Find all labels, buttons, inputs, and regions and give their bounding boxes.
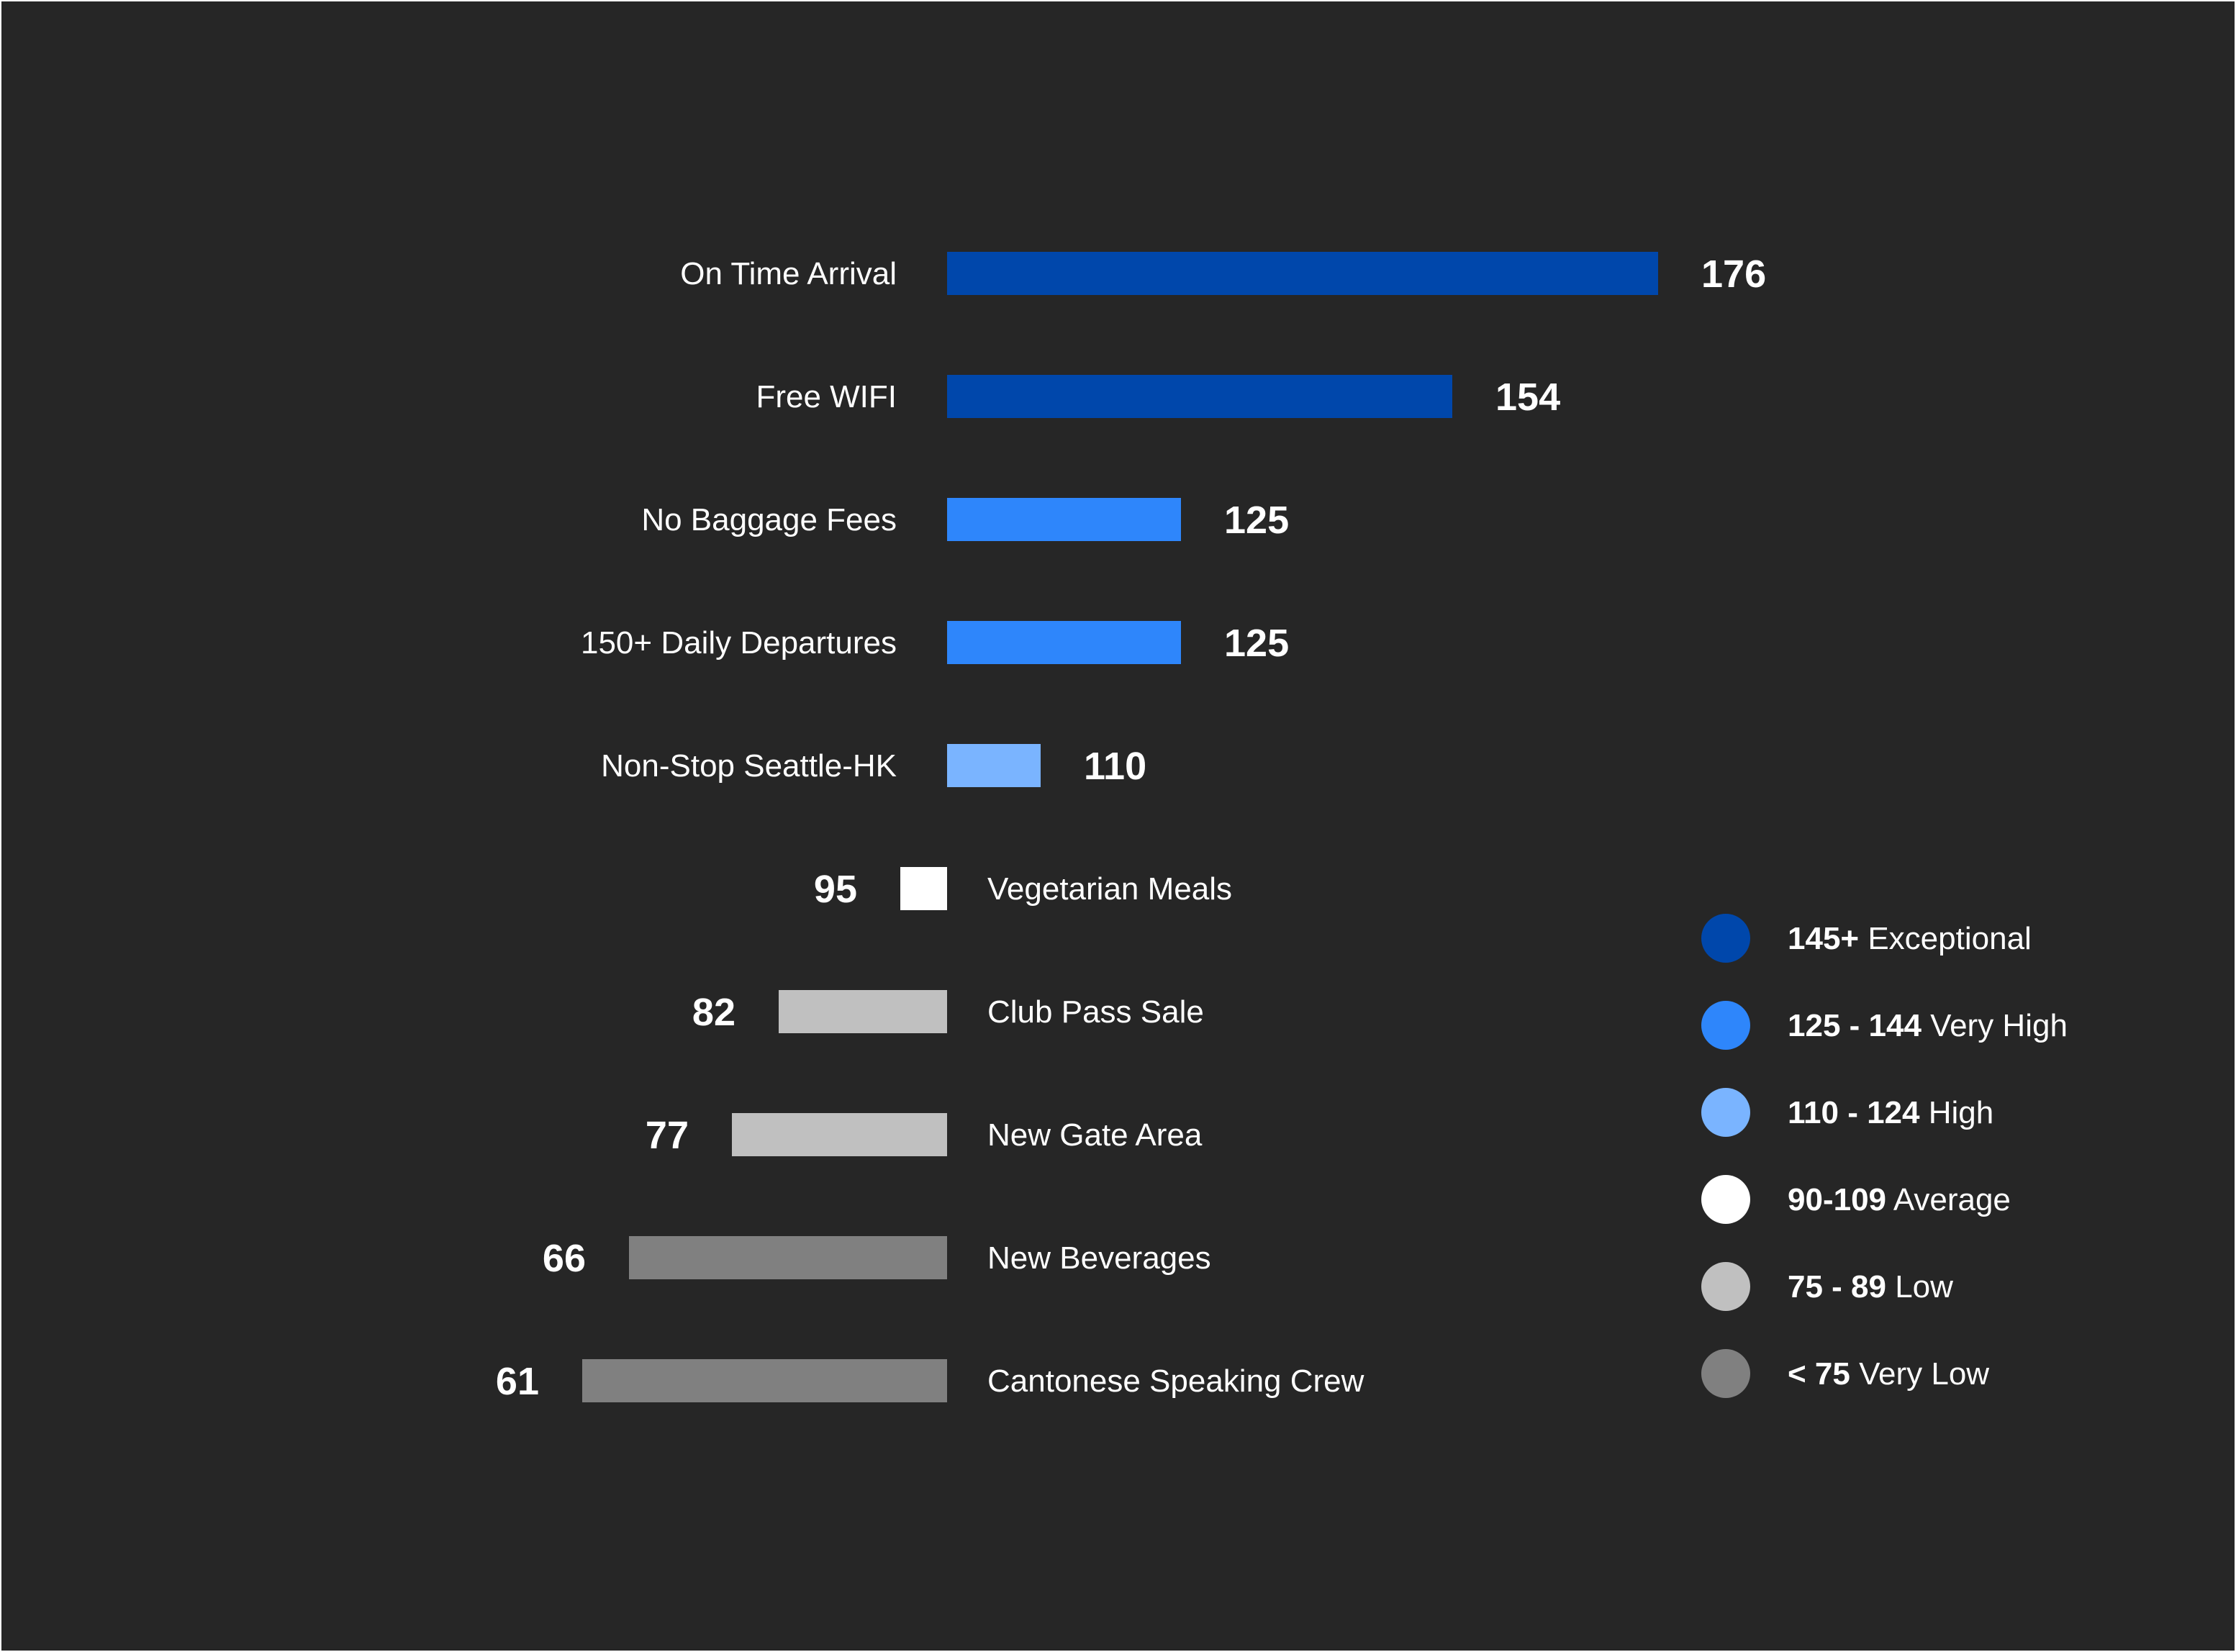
legend-label-1: Very High — [1922, 1008, 2068, 1043]
category-label-7: New Gate Area — [987, 1117, 1203, 1153]
legend-swatch-5 — [1701, 1349, 1750, 1398]
bar-9 — [582, 1359, 947, 1402]
legend-range-5: < 75 — [1788, 1356, 1850, 1392]
category-label-3: 150+ Daily Departures — [581, 625, 897, 661]
legend-swatch-4 — [1701, 1262, 1750, 1311]
legend-label-5: Very Low — [1850, 1356, 1989, 1392]
category-label-1: Free WIFI — [756, 379, 897, 414]
legend-label-0: Exceptional — [1859, 921, 2032, 956]
value-label-5: 95 — [814, 868, 857, 911]
bar-5 — [900, 867, 947, 910]
value-label-7: 77 — [646, 1114, 689, 1157]
category-label-0: On Time Arrival — [680, 256, 897, 291]
category-label-8: New Beverages — [987, 1240, 1211, 1276]
legend-range-2: 110 - 124 — [1788, 1095, 1920, 1130]
legend-range-0: 145+ — [1788, 921, 1859, 956]
category-label-2: No Baggage Fees — [641, 502, 897, 537]
category-label-6: Club Pass Sale — [987, 994, 1204, 1030]
legend-label-2: High — [1920, 1095, 1994, 1130]
legend-range-1: 125 - 144 — [1788, 1008, 1922, 1043]
legend-entry-4: 75 - 89 Low — [1788, 1269, 1953, 1304]
legend-range-4: 75 - 89 — [1788, 1269, 1886, 1304]
legend-swatch-1 — [1701, 1001, 1750, 1050]
legend-entry-2: 110 - 124 High — [1788, 1095, 1993, 1130]
legend-entry-5: < 75 Very Low — [1788, 1356, 1989, 1392]
legend-entry-0: 145+ Exceptional — [1788, 921, 2032, 956]
labels-group: On Time Arrival 176 Free WIFI 154 No Baggage… — [496, 253, 1766, 1403]
bar-1 — [947, 375, 1452, 418]
category-label-4: Non-Stop Seattle-HK — [601, 748, 897, 784]
value-label-9: 61 — [496, 1360, 539, 1403]
value-label-2: 125 — [1224, 499, 1289, 542]
value-label-4: 110 — [1084, 745, 1146, 788]
bar-8 — [629, 1236, 947, 1279]
bar-2 — [947, 498, 1181, 541]
bars-group — [582, 252, 1658, 1402]
bar-4 — [947, 744, 1041, 787]
bar-0 — [947, 252, 1658, 295]
value-label-6: 82 — [692, 991, 735, 1034]
legend-entry-3: 90-109 Average — [1788, 1182, 2011, 1217]
legend-swatch-2 — [1701, 1088, 1750, 1137]
category-label-5: Vegetarian Meals — [987, 871, 1232, 907]
value-label-3: 125 — [1224, 622, 1289, 665]
legend-range-3: 90-109 — [1788, 1182, 1886, 1217]
value-label-1: 154 — [1495, 376, 1560, 419]
value-label-8: 66 — [543, 1237, 586, 1280]
legend: 145+ Exceptional 125 - 144 Very High 110 -… — [1701, 914, 2068, 1398]
bar-6 — [779, 990, 947, 1033]
legend-swatch-0 — [1701, 914, 1750, 963]
category-label-9: Cantonese Speaking Crew — [987, 1363, 1364, 1399]
bar-3 — [947, 621, 1181, 664]
legend-entry-1: 125 - 144 Very High — [1788, 1008, 2068, 1043]
legend-swatch-3 — [1701, 1175, 1750, 1224]
value-label-0: 176 — [1701, 253, 1766, 296]
legend-label-3: Average — [1886, 1182, 2011, 1217]
bar-7 — [732, 1113, 947, 1156]
legend-label-4: Low — [1886, 1269, 1953, 1304]
